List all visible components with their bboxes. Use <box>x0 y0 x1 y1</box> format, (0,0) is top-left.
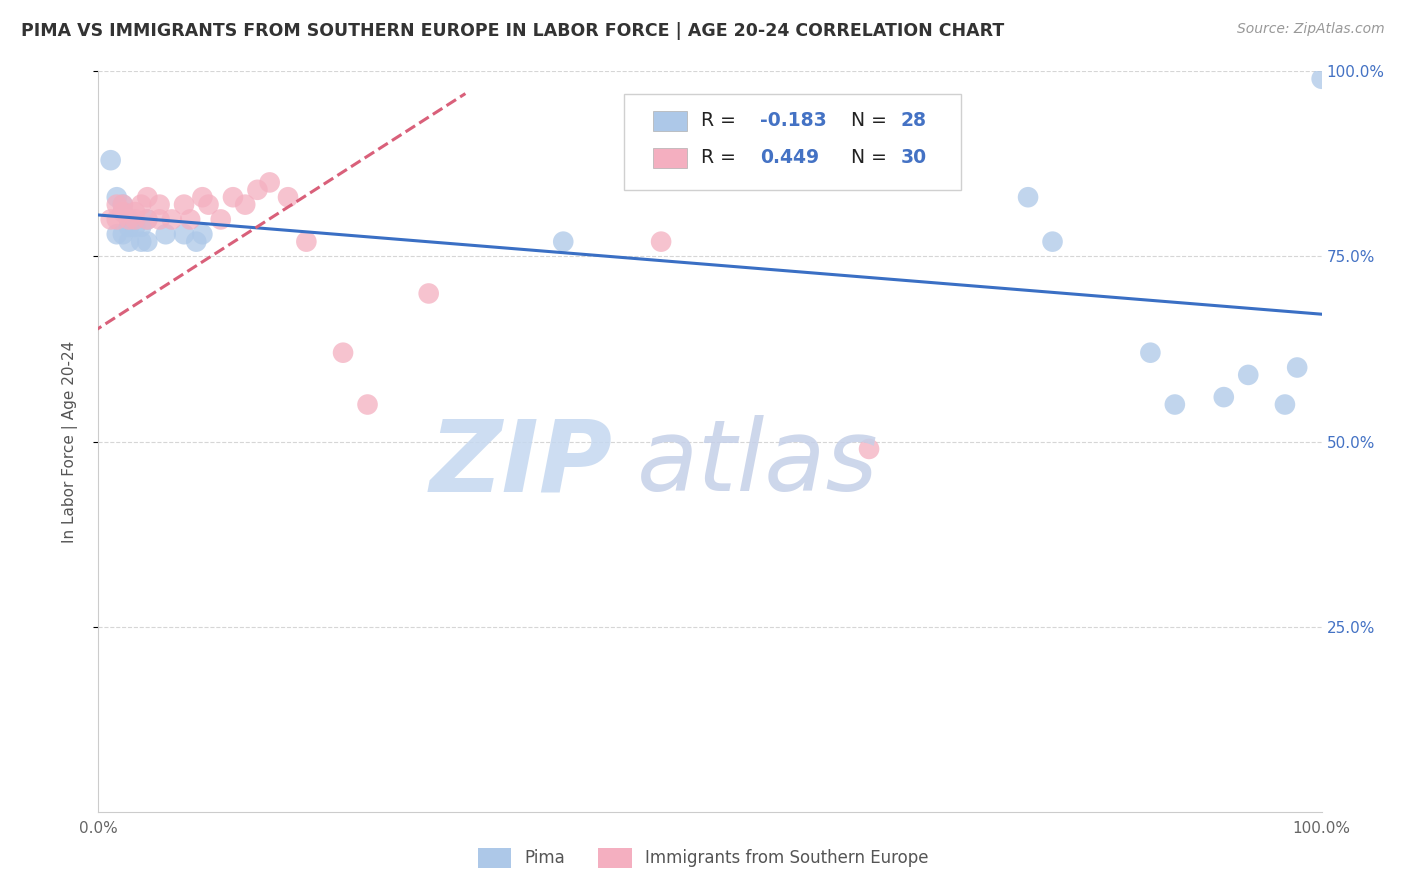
Point <box>129 235 152 249</box>
Text: N =: N = <box>851 148 893 168</box>
Text: Source: ZipAtlas.com: Source: ZipAtlas.com <box>1237 22 1385 37</box>
Point <box>186 235 208 249</box>
Point <box>356 397 378 411</box>
Point <box>111 205 134 219</box>
FancyBboxPatch shape <box>624 94 960 190</box>
Point <box>1164 397 1187 411</box>
Point <box>105 212 128 227</box>
Text: atlas: atlas <box>637 416 879 512</box>
Point <box>1139 345 1161 359</box>
Point <box>118 212 141 227</box>
Point <box>222 190 245 204</box>
Point <box>191 190 214 204</box>
Point <box>111 197 134 211</box>
Point <box>111 205 134 219</box>
Point <box>111 227 134 242</box>
Point <box>136 212 159 227</box>
Point <box>155 227 177 242</box>
Point <box>129 197 152 211</box>
Text: N =: N = <box>851 112 893 130</box>
Point <box>100 153 122 168</box>
Point <box>553 235 575 249</box>
Point <box>118 212 141 227</box>
Point <box>858 442 880 456</box>
Text: 28: 28 <box>901 112 927 130</box>
Point <box>1310 71 1333 86</box>
Point <box>246 183 269 197</box>
Point <box>118 219 141 234</box>
Point <box>100 212 122 227</box>
Point <box>233 197 256 211</box>
Point <box>1286 360 1309 375</box>
Point <box>173 227 195 242</box>
Point <box>295 235 318 249</box>
Text: 0.449: 0.449 <box>761 148 820 168</box>
Bar <box>652 111 686 131</box>
Point <box>1017 190 1039 204</box>
Point <box>111 197 134 211</box>
Point <box>1042 235 1064 249</box>
Point <box>1237 368 1260 382</box>
Point <box>160 212 183 227</box>
Text: PIMA VS IMMIGRANTS FROM SOUTHERN EUROPE IN LABOR FORCE | AGE 20-24 CORRELATION C: PIMA VS IMMIGRANTS FROM SOUTHERN EUROPE … <box>21 22 1004 40</box>
Point <box>277 190 299 204</box>
Y-axis label: In Labor Force | Age 20-24: In Labor Force | Age 20-24 <box>62 341 77 542</box>
Point <box>1212 390 1234 404</box>
Point <box>209 212 232 227</box>
Text: -0.183: -0.183 <box>761 112 827 130</box>
Legend: Pima, Immigrants from Southern Europe: Pima, Immigrants from Southern Europe <box>471 841 935 875</box>
Point <box>1274 397 1296 411</box>
Point <box>136 235 159 249</box>
Point <box>136 212 159 227</box>
Point <box>332 345 354 359</box>
Point <box>105 190 128 204</box>
Point <box>650 235 672 249</box>
Point <box>124 205 146 219</box>
Point <box>118 235 141 249</box>
Point <box>173 197 195 211</box>
Text: R =: R = <box>702 148 742 168</box>
Text: ZIP: ZIP <box>429 416 612 512</box>
Point <box>191 227 214 242</box>
Point <box>259 175 281 190</box>
Text: 30: 30 <box>901 148 927 168</box>
Point <box>136 190 159 204</box>
Point <box>149 197 172 211</box>
Text: R =: R = <box>702 112 742 130</box>
Bar <box>652 147 686 169</box>
Point <box>129 219 152 234</box>
Point <box>105 227 128 242</box>
Point <box>179 212 201 227</box>
Point <box>418 286 440 301</box>
Point <box>197 197 219 211</box>
Point <box>105 197 128 211</box>
Point <box>149 212 172 227</box>
Point <box>124 212 146 227</box>
Point <box>124 219 146 234</box>
